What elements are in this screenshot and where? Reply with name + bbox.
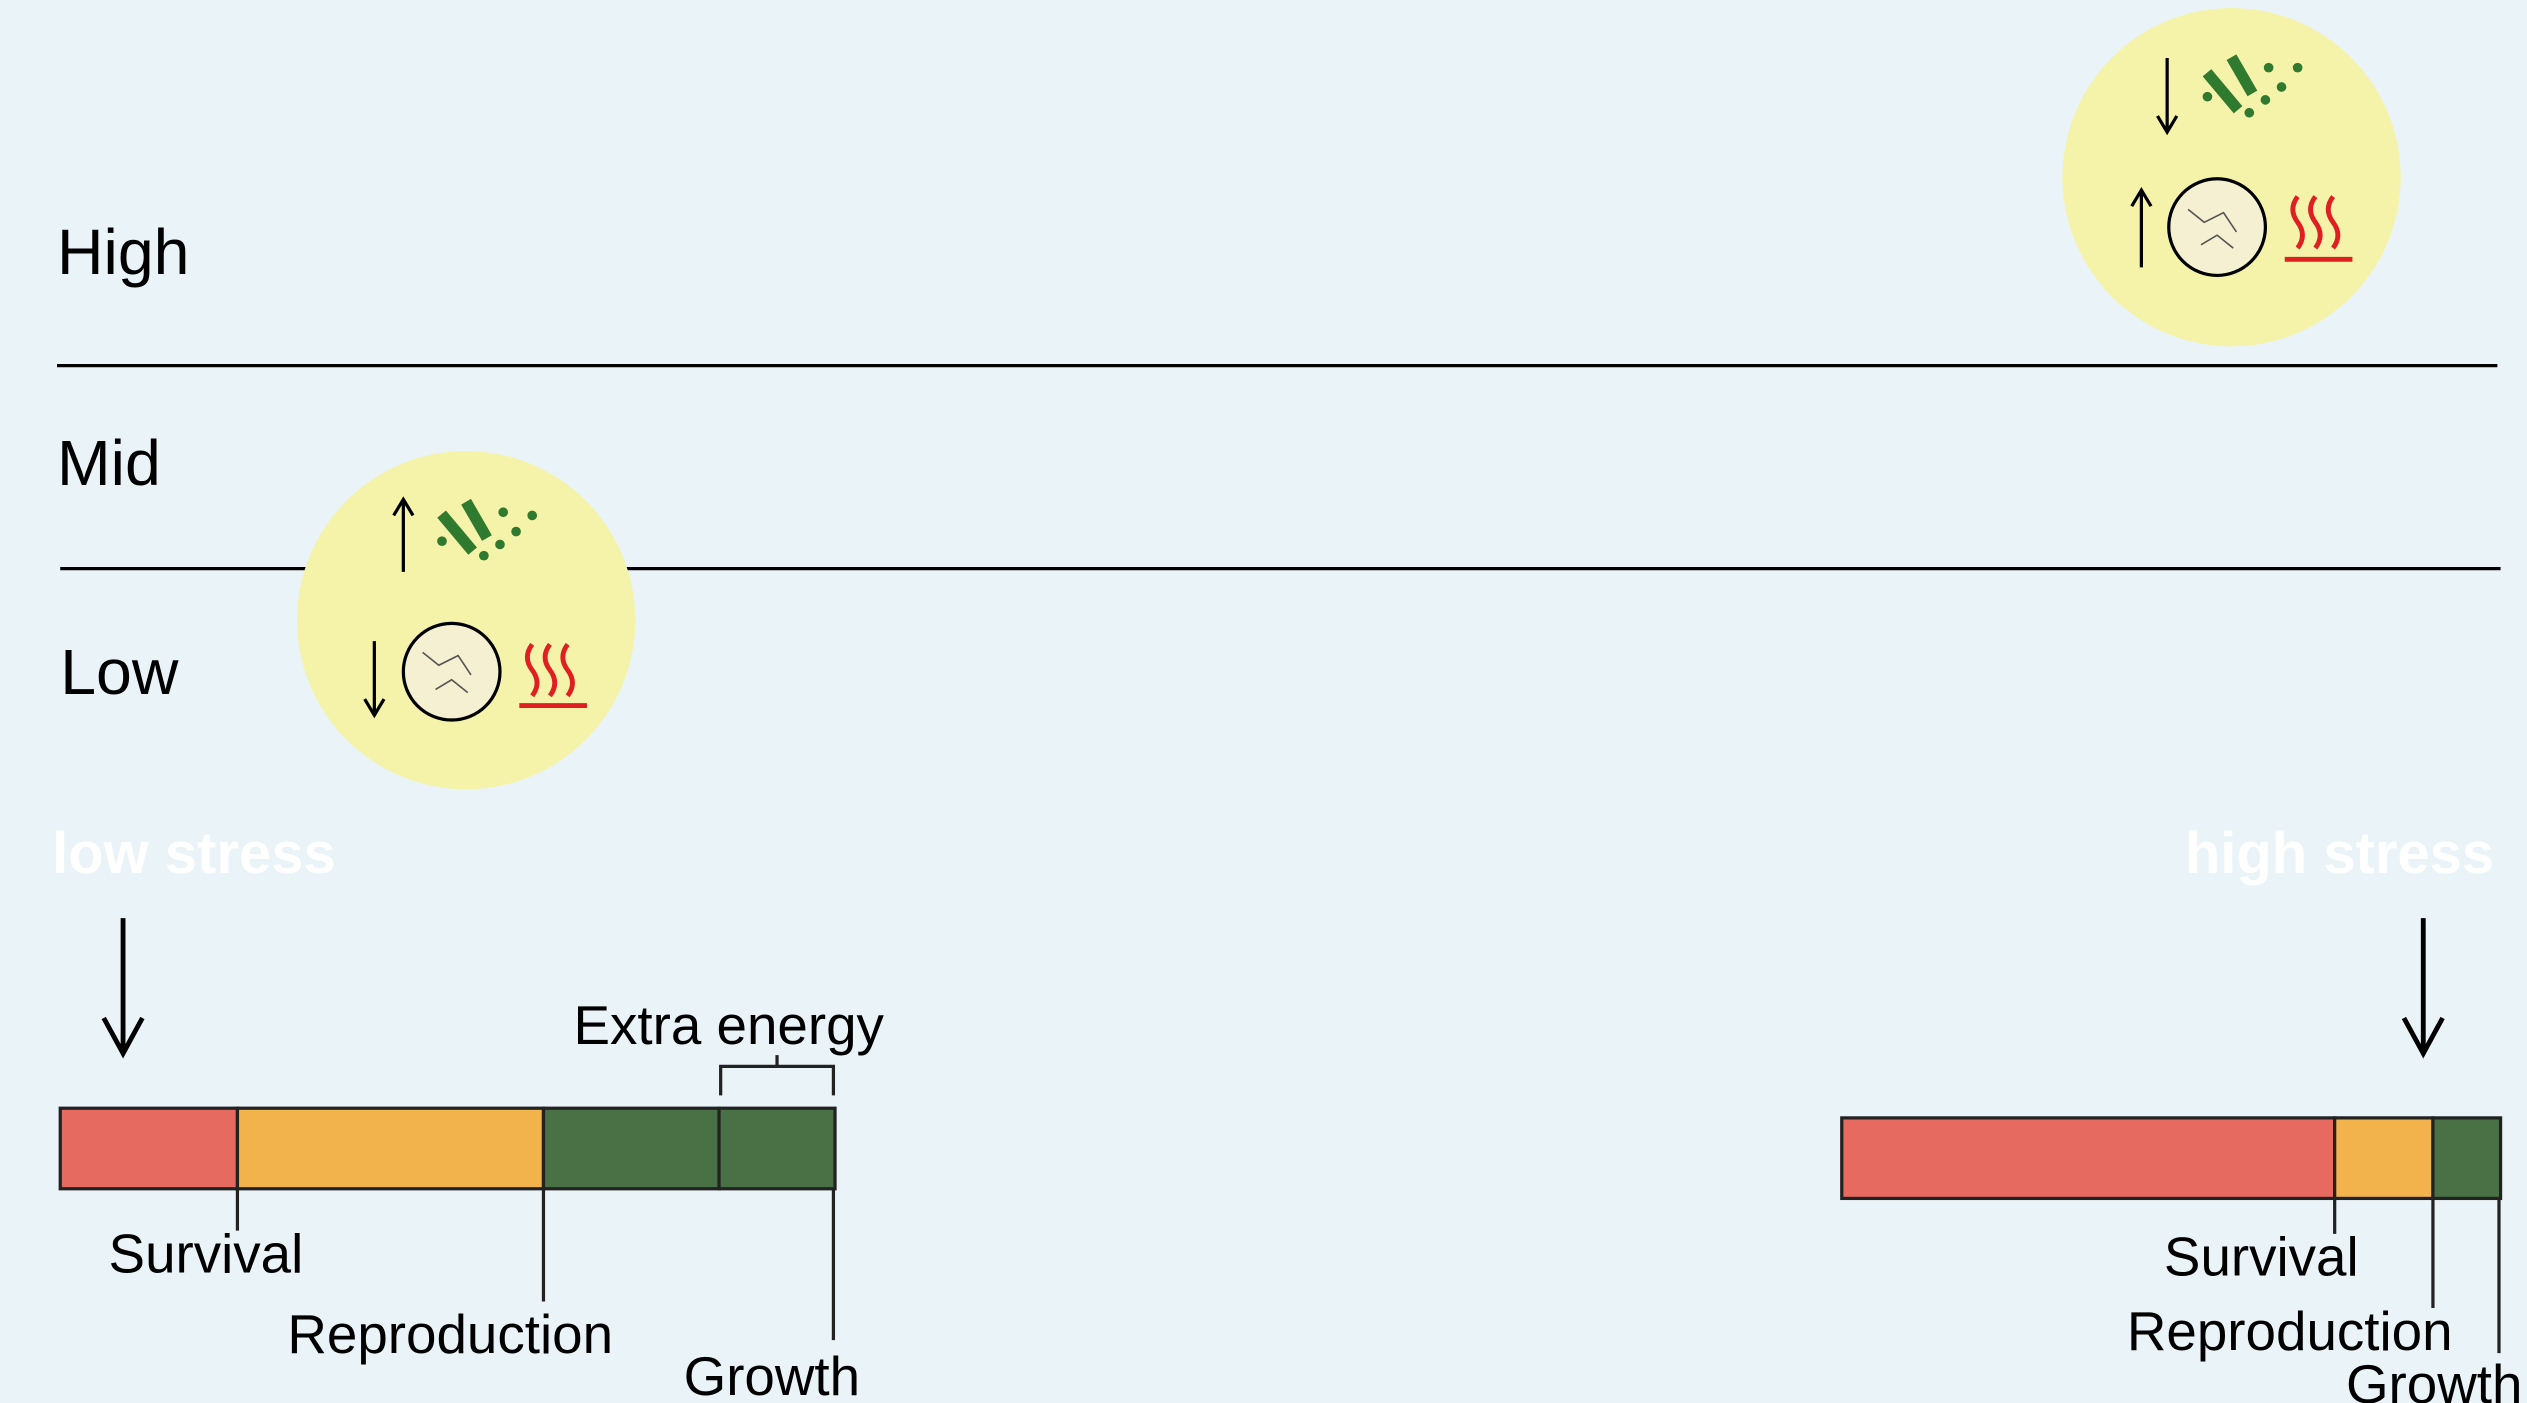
bar-label: Survival — [109, 1223, 304, 1285]
condition-icon — [2062, 8, 2401, 347]
condition-icon — [297, 451, 636, 790]
bar-label: Survival — [2164, 1226, 2359, 1288]
stress-label: low stress — [52, 822, 336, 886]
arrow — [101, 918, 145, 1059]
annotation: Extra energy — [574, 994, 885, 1056]
level-label: Low — [60, 636, 179, 708]
bar-label: Reproduction — [2127, 1300, 2453, 1362]
level-label: Mid — [57, 427, 161, 499]
stress-label: high stress — [2185, 822, 2494, 886]
bar-label: Reproduction — [287, 1303, 613, 1365]
energy-bar — [58, 1055, 837, 1341]
bar-label: Growth — [684, 1345, 860, 1403]
bar-label: Growth — [2346, 1353, 2522, 1403]
arrow — [2401, 918, 2445, 1059]
level-label: High — [57, 216, 190, 288]
energy-bar — [1840, 1116, 2503, 1354]
